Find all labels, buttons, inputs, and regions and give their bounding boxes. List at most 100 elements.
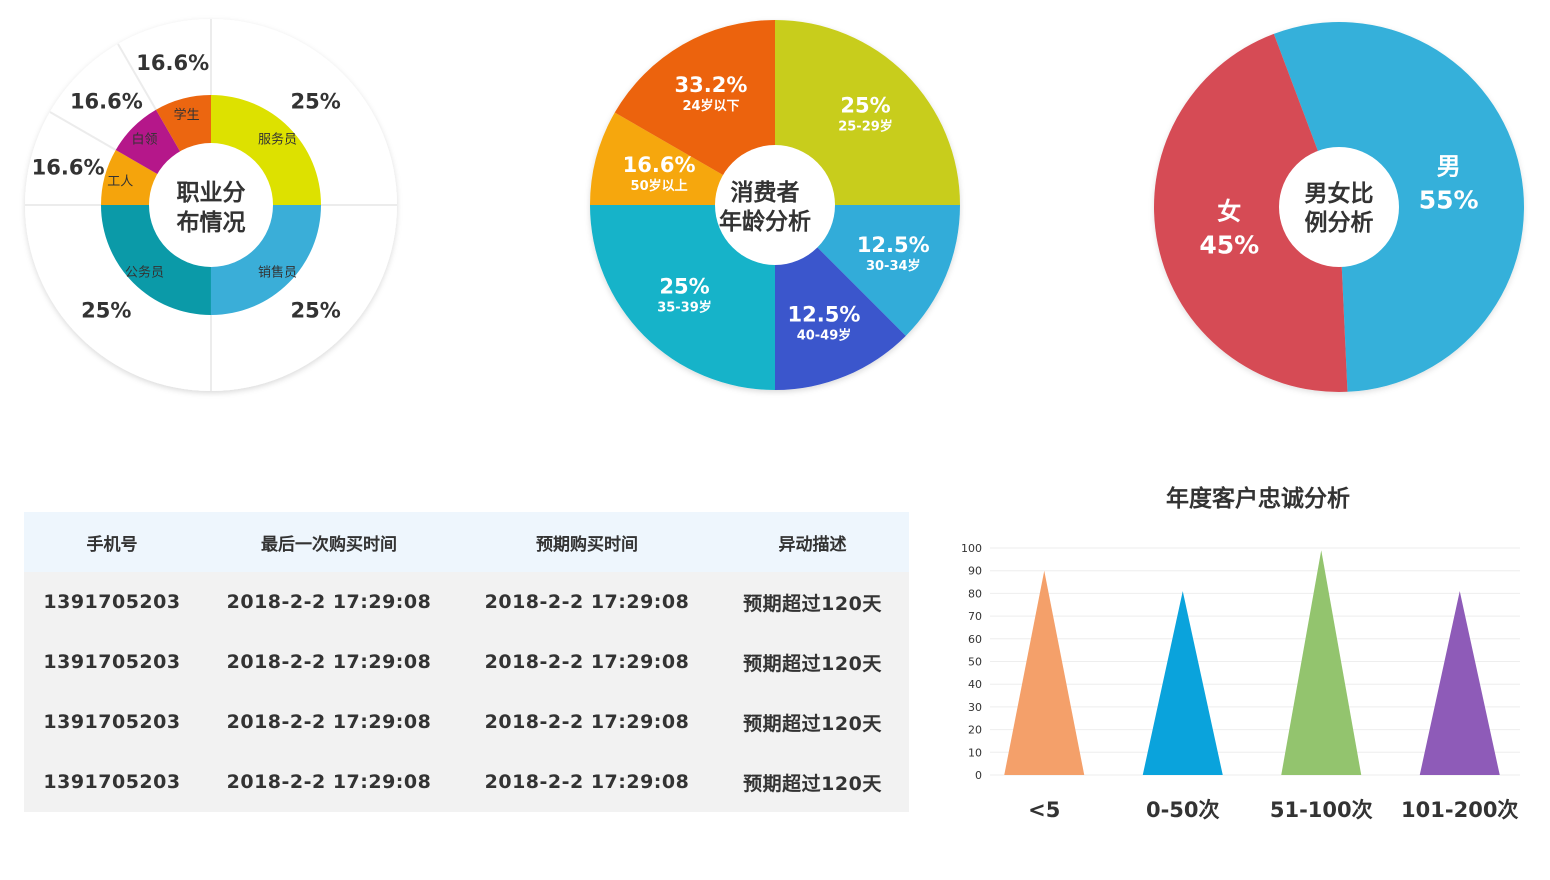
gender-slice-1 bbox=[1154, 33, 1348, 392]
occupation-slice-1 bbox=[210, 205, 321, 315]
loyalty-y-tick-label: 80 bbox=[968, 587, 982, 600]
loyalty-y-tick-label: 50 bbox=[968, 656, 982, 669]
loyalty-y-tick-label: 0 bbox=[975, 769, 982, 782]
loyalty-title: 年度客户忠诚分析 bbox=[1166, 485, 1350, 512]
age-chart: 消费者 年龄分析 25% 25-29岁 12.5% 30-34岁 12.5% 40-49岁… bbox=[575, 0, 975, 410]
loyalty-y-tick-label: 10 bbox=[968, 746, 982, 759]
occupation-slice-5 bbox=[156, 95, 211, 155]
table-header-expected-purchase: 预期购买时间 bbox=[536, 534, 638, 555]
gender-chart: 男女比 例分析 男 55% 女 45% bbox=[1140, 0, 1540, 410]
age-percent-label: 12.5% bbox=[857, 233, 930, 257]
age-percent-label: 25% bbox=[840, 93, 890, 117]
occupation-slice-label: 销售员 bbox=[258, 264, 297, 280]
gender-slice-label: 男 bbox=[1437, 152, 1461, 180]
table-cell-last-purchase: 2018-2-2 17:29:08 bbox=[226, 771, 432, 793]
table-header-description: 异动描述 bbox=[778, 534, 847, 555]
age-slice-label: 25-29岁 bbox=[838, 118, 893, 134]
table-cell-expected-purchase: 2018-2-2 17:29:08 bbox=[484, 591, 690, 613]
age-slice-3 bbox=[590, 205, 775, 390]
anomaly-table: 手机号 最后一次购买时间 预期购买时间 异动描述 1391705203 2018… bbox=[24, 512, 909, 812]
occupation-slice-label: 服务员 bbox=[258, 132, 297, 148]
occupation-center bbox=[149, 143, 273, 267]
age-center bbox=[715, 145, 835, 265]
occupation-slice-label: 白领 bbox=[132, 132, 158, 148]
loyalty-y-tick-label: 90 bbox=[968, 565, 982, 578]
age-percent-label: 33.2% bbox=[675, 73, 748, 97]
gender-center bbox=[1279, 147, 1399, 267]
loyalty-x-tick-label: 51-100次 bbox=[1270, 798, 1373, 822]
occupation-percent-label: 16.6% bbox=[70, 89, 143, 113]
age-slice-label: 50岁以上 bbox=[631, 178, 688, 194]
table-cell-expected-purchase: 2018-2-2 17:29:08 bbox=[484, 771, 690, 793]
occupation-percent-label: 16.6% bbox=[32, 156, 105, 180]
age-percent-label: 25% bbox=[659, 275, 709, 299]
age-slice-label: 40-49岁 bbox=[797, 327, 852, 343]
table-header-phone: 手机号 bbox=[86, 534, 138, 555]
loyalty-y-tick-label: 60 bbox=[968, 633, 982, 646]
age-percent-label: 12.5% bbox=[788, 302, 861, 326]
table-cell-last-purchase: 2018-2-2 17:29:08 bbox=[226, 591, 432, 613]
age-center-label-2: 年龄分析 bbox=[719, 208, 811, 235]
table-row: 1391705203 2018-2-2 17:29:08 2018-2-2 17… bbox=[24, 692, 909, 752]
age-percent-label: 16.6% bbox=[623, 153, 696, 177]
table-cell-expected-purchase: 2018-2-2 17:29:08 bbox=[484, 651, 690, 673]
loyalty-x-tick-label: 101-200次 bbox=[1401, 798, 1518, 822]
loyalty-y-tick-label: 70 bbox=[968, 610, 982, 623]
occupation-percent-label: 16.6% bbox=[136, 51, 209, 75]
age-slice-0 bbox=[775, 20, 960, 205]
occupation-percent-label: 25% bbox=[290, 299, 340, 323]
occupation-percent-label: 25% bbox=[81, 299, 131, 323]
table-cell-description: 预期超过120天 bbox=[743, 712, 882, 735]
age-slice-5 bbox=[614, 20, 775, 205]
table-row: 1391705203 2018-2-2 17:29:08 2018-2-2 17… bbox=[24, 632, 909, 692]
age-slice-label: 24岁以下 bbox=[682, 98, 739, 114]
loyalty-y-tick-label: 20 bbox=[968, 724, 982, 737]
age-slice-label: 35-39岁 bbox=[657, 300, 712, 316]
loyalty-bar bbox=[1142, 591, 1223, 775]
occupation-svg: 职业分 布情况 服务员25%销售员25%公务员25%工人16.6%白领16.6%… bbox=[25, 19, 397, 391]
occupation-center-label-1: 职业分 bbox=[177, 180, 246, 206]
loyalty-x-tick-label: <5 bbox=[1028, 798, 1060, 822]
table-cell-description: 预期超过120天 bbox=[743, 772, 882, 795]
table-cell-phone: 1391705203 bbox=[43, 711, 181, 733]
loyalty-y-tick-label: 40 bbox=[968, 678, 982, 691]
age-center-label-1: 消费者 bbox=[731, 180, 800, 206]
age-svg: 消费者 年龄分析 25%25-29岁12.5%30-34岁12.5%40-49岁… bbox=[590, 20, 960, 390]
gender-percent-label: 55% bbox=[1419, 185, 1479, 214]
gender-percent-label: 45% bbox=[1199, 231, 1259, 260]
occupation-slice-0 bbox=[211, 95, 322, 206]
table-cell-last-purchase: 2018-2-2 17:29:08 bbox=[226, 651, 432, 673]
loyalty-bar bbox=[1004, 570, 1085, 775]
occupation-center-label-2: 布情况 bbox=[177, 209, 246, 236]
occupation-slice-label: 公务员 bbox=[125, 264, 164, 280]
loyalty-svg: 年度客户忠诚分析 0 10 20 30 40 50 60 70 80 90 100 <5 0-50次 5… bbox=[961, 485, 1520, 822]
table-row: 1391705203 2018-2-2 17:29:08 2018-2-2 17… bbox=[24, 752, 909, 812]
loyalty-y-tick-label: 30 bbox=[968, 701, 982, 714]
loyalty-y-tick-label: 100 bbox=[961, 542, 982, 555]
table-cell-last-purchase: 2018-2-2 17:29:08 bbox=[226, 711, 432, 733]
occupation-slice-4 bbox=[115, 109, 183, 176]
gender-center-label-2: 例分析 bbox=[1305, 210, 1374, 236]
table-cell-description: 预期超过120天 bbox=[743, 652, 882, 675]
table-header-row: 手机号 最后一次购买时间 预期购买时间 异动描述 bbox=[24, 512, 909, 572]
table-cell-description: 预期超过120天 bbox=[743, 592, 882, 615]
loyalty-x-tick-label: 0-50次 bbox=[1146, 798, 1220, 822]
table-header-last-purchase: 最后一次购买时间 bbox=[261, 534, 397, 555]
gender-center-label-1: 男女比 bbox=[1305, 180, 1374, 207]
gender-slice-label: 女 bbox=[1217, 198, 1241, 226]
occupation-slice-label: 学生 bbox=[174, 107, 200, 123]
occupation-percent-label: 25% bbox=[291, 89, 341, 113]
table-cell-phone: 1391705203 bbox=[43, 591, 181, 613]
loyalty-chart: 年度客户忠诚分析 0 10 20 30 40 50 60 70 80 90 100 <5 0-50次 5… bbox=[930, 470, 1540, 850]
table-cell-phone: 1391705203 bbox=[43, 651, 181, 673]
occupation-slice-2 bbox=[101, 204, 211, 315]
table-row: 1391705203 2018-2-2 17:29:08 2018-2-2 17… bbox=[24, 572, 909, 632]
occupation-chart: 职业分 布情况 服务员 25% 销售员 25% 公务员 25% 工人 16.6% 白领 16.6%… bbox=[0, 0, 420, 410]
loyalty-bar bbox=[1281, 550, 1362, 775]
occupation-slice-label: 工人 bbox=[107, 175, 133, 190]
table-cell-expected-purchase: 2018-2-2 17:29:08 bbox=[484, 711, 690, 733]
occupation-slice-3 bbox=[101, 149, 161, 205]
gender-svg: 男女比 例分析 男 55% 女 45% bbox=[1154, 21, 1524, 392]
table-cell-phone: 1391705203 bbox=[43, 771, 181, 793]
age-slice-label: 30-34岁 bbox=[866, 258, 921, 274]
